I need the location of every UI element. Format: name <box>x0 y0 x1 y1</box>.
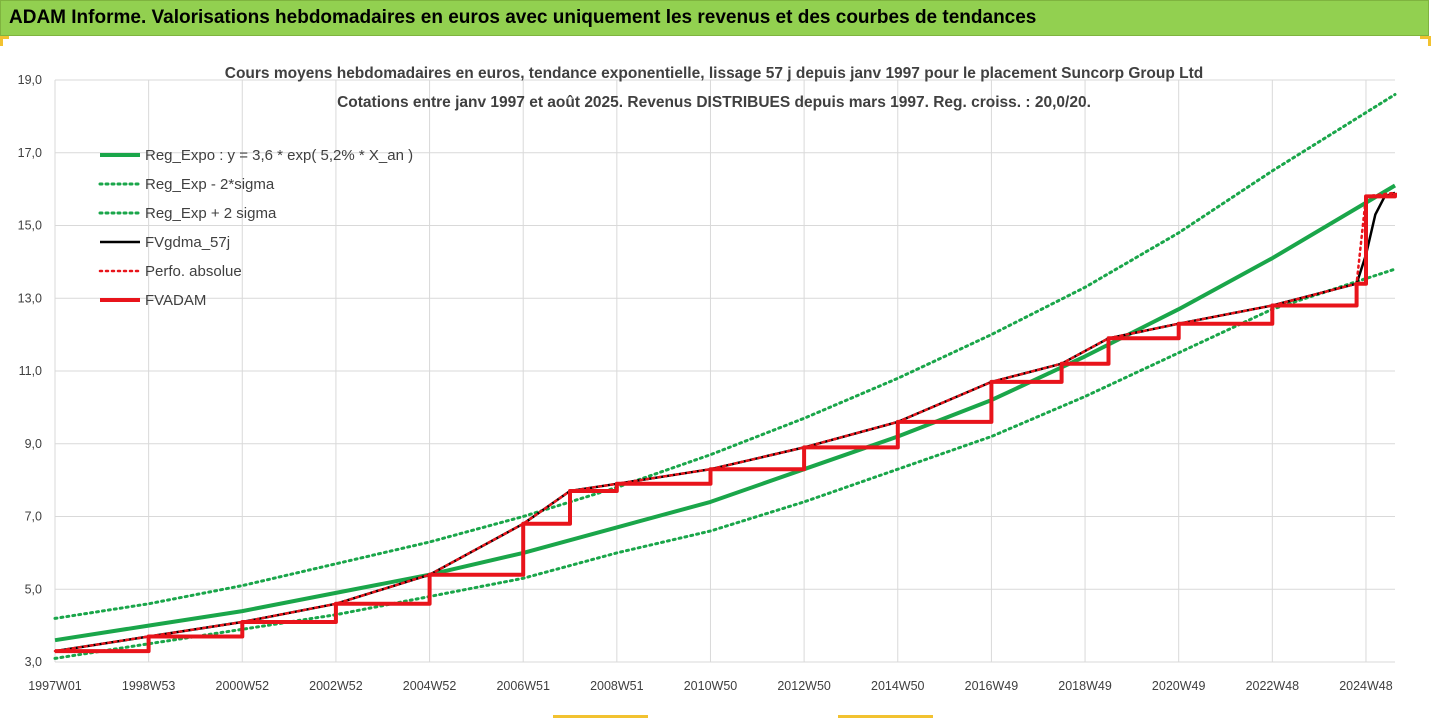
legend-label: FVADAM <box>145 292 206 309</box>
page-header: ADAM Informe. Valorisations hebdomadaire… <box>0 0 1429 36</box>
x-tick-label: 2000W52 <box>216 679 270 693</box>
corner-marker-bottom-left <box>553 715 648 718</box>
chart-title: Cours moyens hebdomadaires en euros, ten… <box>225 65 1204 82</box>
legend-label: FVgdma_57j <box>145 234 230 251</box>
x-tick-label: 2012W50 <box>777 679 831 693</box>
chart-subtitle: Cotations entre janv 1997 et août 2025. … <box>337 94 1091 111</box>
x-tick-label: 2018W49 <box>1058 679 1112 693</box>
chart: Cours moyens hebdomadaires en euros, ten… <box>18 65 1397 693</box>
y-tick-label: 11,0 <box>19 364 42 378</box>
x-tick-label: 2002W52 <box>309 679 363 693</box>
x-axis-ticks: 1997W01 1998W53 2000W52 2002W52 2004W52 2006W… <box>28 679 1393 693</box>
y-tick-label: 9,0 <box>25 437 42 451</box>
grid-lines <box>54 79 1395 663</box>
x-tick-label: 2020W49 <box>1152 679 1206 693</box>
corner-marker-top-left <box>0 36 3 46</box>
legend-label: Reg_Expo : y = 3,6 * exp( 5,2% * X_an ) <box>145 147 413 164</box>
x-tick-label: 2024W48 <box>1339 679 1393 693</box>
legend-label: Reg_Exp + 2 sigma <box>145 205 277 222</box>
x-tick-label: 2006W51 <box>496 679 550 693</box>
legend-label: Reg_Exp - 2*sigma <box>145 176 275 193</box>
legend: Reg_Expo : y = 3,6 * exp( 5,2% * X_an ) R… <box>98 147 413 309</box>
y-tick-label: 7,0 <box>25 510 42 524</box>
y-tick-label: 15,0 <box>18 219 42 233</box>
corner-marker-top-right-h <box>1420 36 1431 39</box>
y-tick-label: 13,0 <box>18 291 42 305</box>
x-tick-label: 1998W53 <box>122 679 176 693</box>
x-tick-label: 2016W49 <box>965 679 1019 693</box>
y-tick-label: 17,0 <box>18 146 42 160</box>
y-tick-label: 5,0 <box>25 582 42 596</box>
series-line-1 <box>53 267 1397 660</box>
legend-label: Perfo. absolue <box>145 263 242 280</box>
series-layer <box>53 93 1397 660</box>
x-tick-label: 2004W52 <box>403 679 457 693</box>
page-title: ADAM Informe. Valorisations hebdomadaire… <box>9 7 1037 28</box>
series-line-5 <box>55 192 1397 654</box>
y-axis-ticks: 3,0 5,0 7,0 9,0 11,0 13,0 15,0 17,0 19,0 <box>18 73 42 669</box>
x-tick-label: 2022W48 <box>1246 679 1300 693</box>
x-tick-label: 1997W01 <box>28 679 82 693</box>
series-line-2 <box>53 93 1397 620</box>
x-tick-label: 2008W51 <box>590 679 644 693</box>
y-tick-label: 19,0 <box>18 73 42 87</box>
corner-marker-top-left-h <box>0 36 9 39</box>
y-tick-label: 3,0 <box>25 655 42 669</box>
corner-marker-bottom-right <box>838 715 933 718</box>
corner-marker-top-right <box>1428 36 1431 46</box>
x-tick-label: 2014W50 <box>871 679 925 693</box>
x-tick-label: 2010W50 <box>684 679 738 693</box>
series-line-0 <box>54 183 1397 643</box>
